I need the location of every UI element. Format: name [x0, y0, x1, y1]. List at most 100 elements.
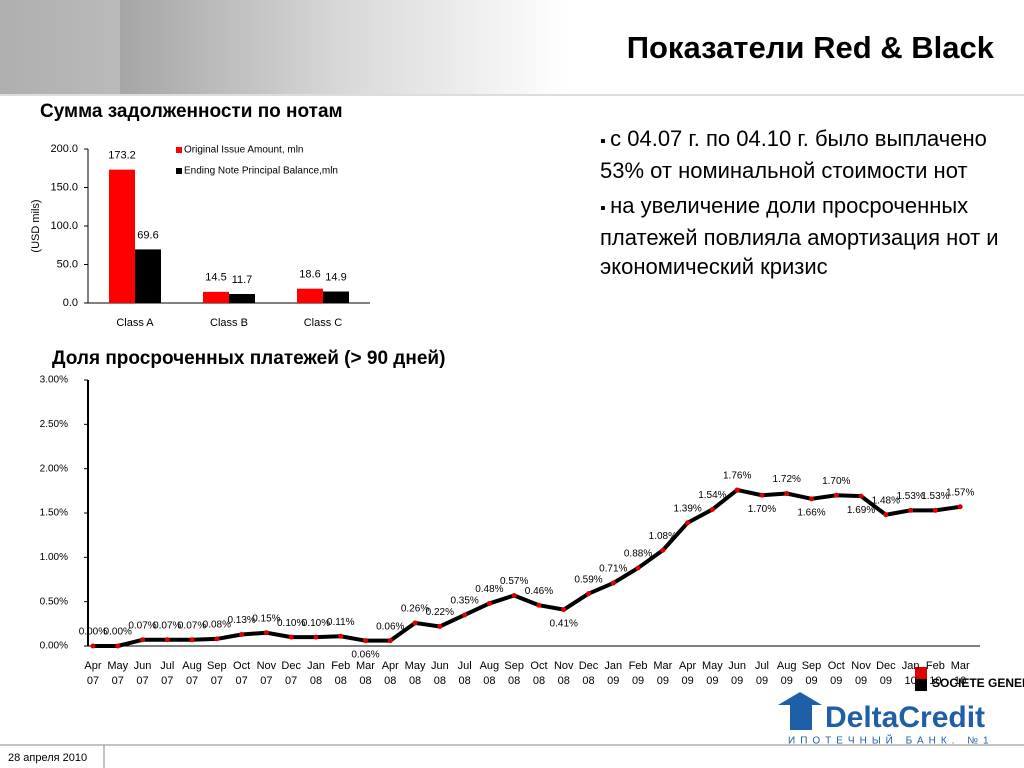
x-tick-label: Jul 07 — [160, 660, 175, 687]
bar — [109, 169, 135, 303]
marker — [932, 507, 938, 513]
marker — [957, 504, 963, 510]
x-tick-label: Jun 09 — [728, 660, 747, 687]
marker — [214, 636, 220, 642]
data-label: 18.6 — [299, 269, 320, 281]
chart-title: Доля просроченных платежей (> 90 дней) — [52, 348, 445, 369]
legend-label: Ending Note Principal Balance,mln — [184, 166, 338, 177]
slide-title: Показатели Red & Black — [627, 30, 995, 65]
data-label: 0.26% — [401, 604, 429, 615]
marker — [239, 631, 245, 637]
x-tick-label: Apr 08 — [381, 660, 399, 687]
x-tick-label: Class C — [304, 317, 343, 329]
x-tick-label: Sep 08 — [504, 660, 524, 687]
bar — [297, 288, 323, 303]
marker — [189, 637, 195, 643]
marker — [561, 607, 567, 613]
marker — [486, 600, 492, 606]
data-label: 0.08% — [203, 620, 231, 631]
x-tick-label: Oct 08 — [530, 660, 548, 687]
marker — [635, 565, 641, 571]
logo-brand: DeltaCredit — [825, 701, 985, 734]
marker — [412, 620, 418, 626]
bar — [323, 291, 349, 303]
data-label: 0.35% — [450, 596, 478, 607]
data-label: 1.53% — [896, 491, 924, 502]
x-tick-label: Nov 09 — [851, 660, 871, 687]
x-tick-label: Feb 09 — [628, 660, 648, 687]
data-label: 0.10% — [302, 618, 330, 629]
y-tick-label: 0.50% — [40, 596, 68, 607]
x-tick-label: Jan 09 — [604, 660, 623, 687]
data-label: 1.57% — [946, 487, 974, 498]
marker — [140, 637, 146, 643]
data-label: 1.08% — [649, 531, 677, 542]
data-label: 69.6 — [137, 229, 158, 241]
y-tick-label: 200.0 — [50, 143, 78, 155]
marker — [164, 637, 170, 643]
bullet: с 04.07 г. по 04.10 г. было выплачено 53… — [600, 124, 1020, 185]
data-label: 1.53% — [921, 491, 949, 502]
marker — [685, 520, 691, 526]
x-tick-label: Jan 08 — [307, 660, 325, 687]
marker — [338, 633, 344, 639]
marker — [363, 638, 369, 644]
data-label: 0.00% — [79, 627, 107, 638]
marker — [586, 591, 592, 597]
y-tick-label: 150.0 — [50, 181, 78, 193]
x-tick-label: Sep 07 — [207, 660, 227, 687]
marker — [734, 487, 740, 493]
data-label: 0.22% — [426, 607, 454, 618]
x-tick-label: Jul 08 — [457, 660, 472, 687]
line — [92, 487, 961, 648]
chart-title: Сумма задолженности по нотам — [40, 101, 343, 122]
data-label: 1.70% — [822, 476, 850, 487]
y-tick-label: 0.0 — [63, 297, 78, 309]
y-tick-label: 1.00% — [40, 552, 68, 563]
marker — [660, 547, 666, 553]
data-label: 14.9 — [325, 271, 346, 283]
data-label: 0.59% — [574, 574, 602, 585]
x-tick-label: Dec 09 — [876, 660, 896, 687]
bullet-list: с 04.07 г. по 04.10 г. было выплачено 53… — [600, 124, 1020, 287]
logo-tagline: ИПОТЕЧНЫЙ БАНК. №1 — [788, 734, 994, 747]
x-tick-label: Feb 08 — [331, 660, 351, 687]
x-tick-label: May 08 — [404, 660, 426, 687]
x-tick-label: Sep 09 — [801, 660, 822, 687]
x-tick-label: Class B — [210, 317, 248, 329]
marker — [759, 492, 765, 498]
data-label: 1.72% — [773, 474, 801, 485]
x-tick-label: Mar 09 — [653, 660, 673, 687]
y-tick-label: 50.0 — [57, 258, 78, 270]
y-tick-label: 0.00% — [40, 641, 68, 652]
x-tick-label: Oct 09 — [827, 660, 845, 687]
x-tick-label: Nov 07 — [256, 660, 277, 687]
data-label: 0.07% — [128, 620, 156, 631]
data-label: 0.07% — [178, 620, 206, 631]
marker — [462, 612, 468, 618]
x-tick-label: Apr 09 — [679, 660, 697, 687]
x-tick-label: Jun 07 — [133, 660, 152, 687]
data-label: 0.00% — [104, 627, 132, 638]
x-tick-label: Aug 09 — [776, 660, 797, 687]
data-label: 0.13% — [227, 615, 255, 626]
data-label: 11.7 — [232, 274, 253, 286]
x-tick-label: May 09 — [702, 660, 723, 687]
logo-house — [778, 692, 822, 730]
data-label: 1.48% — [872, 495, 900, 506]
data-label: 0.48% — [475, 584, 503, 595]
x-tick-label: Jul 09 — [754, 660, 769, 687]
legend-swatch — [176, 147, 182, 153]
x-tick-label: Mar 10 — [950, 660, 970, 687]
x-tick-label: Dec 08 — [578, 660, 599, 687]
bar — [135, 249, 161, 303]
marker — [90, 643, 96, 649]
data-label: 1.39% — [673, 503, 701, 514]
data-label: 0.15% — [252, 613, 280, 624]
x-tick-label: Feb 10 — [925, 660, 945, 687]
marker — [833, 492, 839, 498]
legend-swatch — [176, 168, 182, 174]
x-tick-label: Class A — [116, 317, 154, 329]
marker — [908, 507, 914, 513]
